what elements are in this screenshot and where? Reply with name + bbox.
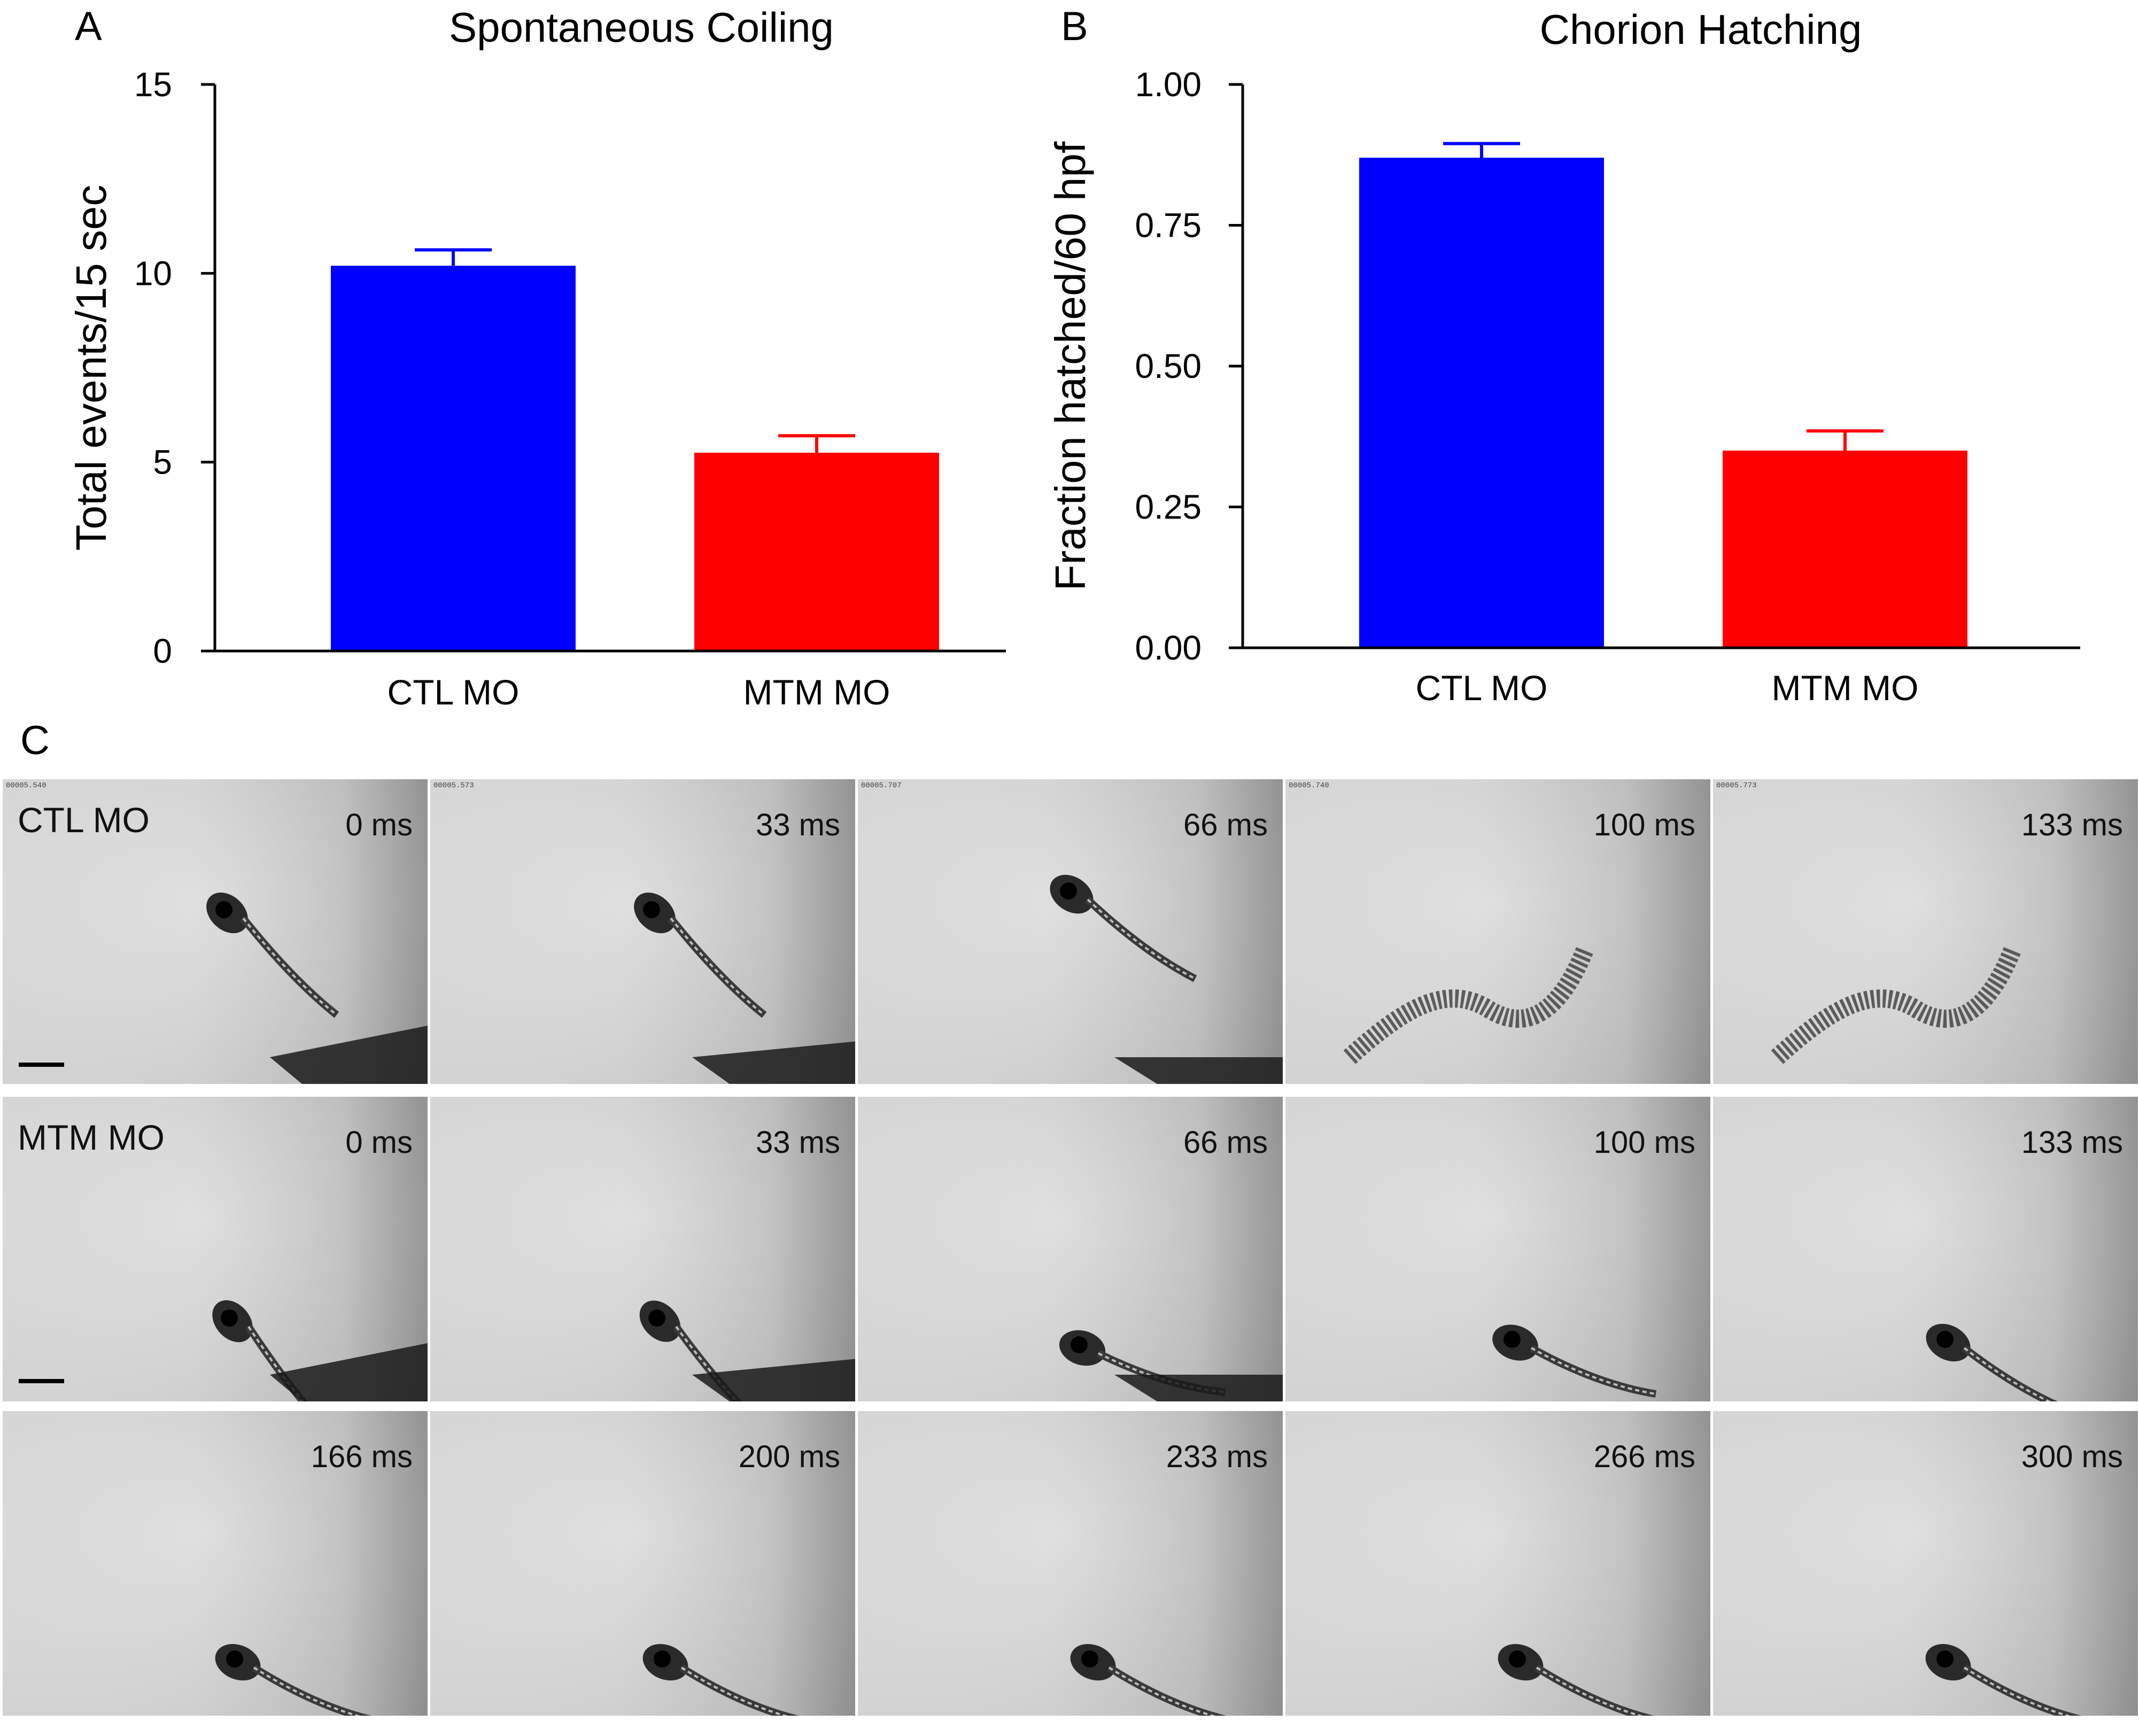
frame-time-label: 0 ms [345, 1125, 413, 1160]
video-frame: 133 ms 00005.773 [1713, 779, 2138, 1084]
y-tick-label: 15 [134, 65, 172, 104]
x-tick-label: CTL MO [387, 672, 520, 712]
frame-time-label: 133 ms [2021, 1125, 2123, 1160]
scale-bar [19, 1063, 64, 1067]
frame-timestamp: 00005.540 [6, 781, 46, 790]
zebrafish-larva-image [639, 1300, 855, 1401]
video-frame: 0 ms 00005.540 CTL MO [3, 779, 428, 1084]
y-axis-label: Total events/15 sec [67, 185, 115, 551]
x-tick-label: MTM MO [1772, 668, 1919, 708]
video-frame: 33 ms 00005.573 [430, 779, 855, 1084]
video-frame: 0 ms MTM MO [3, 1097, 428, 1401]
frame-time-label: 233 ms [1166, 1439, 1268, 1474]
frame-time-label: 200 ms [738, 1439, 840, 1474]
y-axis-label: Fraction hatched/60 hpf [1047, 141, 1094, 591]
zebrafish-larva-image [1498, 1644, 1655, 1716]
zebrafish-larva-image [1925, 1644, 2082, 1716]
panel-letter-b: B [1061, 4, 1088, 49]
y-tick-label: 0 [153, 632, 172, 670]
zebrafish-larva-image [1343, 947, 1593, 1064]
zebrafish-larva-image [1926, 1323, 2058, 1401]
y-tick-label: 10 [134, 254, 172, 292]
bar-mtm-mo [1723, 451, 1967, 648]
frame-time-label: 300 ms [2021, 1439, 2123, 1474]
bar-mtm-mo [694, 453, 939, 651]
video-frame: 166 ms [3, 1411, 428, 1716]
scale-bar [19, 1379, 64, 1383]
frame-time-label: 33 ms [756, 1125, 840, 1160]
video-frame: 133 ms [1713, 1097, 2138, 1401]
video-frame: 233 ms [858, 1411, 1283, 1716]
y-tick-label: 0.25 [1135, 488, 1202, 526]
video-frame: 300 ms [1713, 1411, 2138, 1716]
zebrafish-larva-image [1070, 1644, 1227, 1716]
y-tick-label: 5 [153, 443, 172, 482]
frame-time-label: 100 ms [1593, 1125, 1695, 1160]
y-tick-label: 0.75 [1135, 206, 1202, 245]
x-tick-label: CTL MO [1416, 668, 1548, 708]
video-frame: 100 ms 00005.740 [1285, 779, 1710, 1084]
zebrafish-larva-image [206, 892, 428, 1084]
video-frame: 100 ms [1285, 1097, 1710, 1401]
video-frame: 33 ms [430, 1097, 855, 1401]
zebrafish-larva-image [215, 1644, 372, 1716]
video-frame: 266 ms [1285, 1411, 1710, 1716]
zebrafish-larva-image [1059, 1330, 1283, 1401]
bar-ctl-mo [331, 266, 576, 651]
zebrafish-larva-image [212, 1300, 428, 1401]
y-tick-label: 0.00 [1135, 629, 1202, 667]
frame-time-label: 133 ms [2021, 808, 2123, 842]
chart-title: Spontaneous Coiling [449, 4, 834, 51]
frame-time-label: 33 ms [756, 808, 840, 842]
panel-letter-c: C [20, 718, 50, 763]
zebrafish-larva-image [1771, 947, 2021, 1064]
frame-time-label: 100 ms [1593, 808, 1695, 842]
frame-time-label: 0 ms [345, 808, 413, 842]
zebrafish-larva-image [642, 1644, 800, 1716]
frame-timestamp: 00005.573 [433, 781, 474, 790]
video-frame: 66 ms 00005.707 [858, 779, 1283, 1084]
zebrafish-larva-image [1050, 874, 1283, 1084]
group-label: MTM MO [18, 1118, 165, 1157]
group-label: CTL MO [18, 800, 150, 840]
frame-time-label: 166 ms [311, 1439, 413, 1474]
zebrafish-larva-image [634, 892, 855, 1084]
y-tick-label: 1.00 [1135, 65, 1202, 104]
chart-title: Chorion Hatching [1540, 6, 1862, 53]
frame-time-label: 66 ms [1183, 808, 1268, 842]
frame-timestamp: 00005.740 [1289, 781, 1329, 790]
panel-letter-a: A [75, 4, 102, 49]
frame-timestamp: 00005.773 [1716, 781, 1757, 790]
zebrafish-larva-image [1492, 1324, 1657, 1398]
video-frame: 66 ms [858, 1097, 1283, 1401]
frame-timestamp: 00005.707 [861, 781, 902, 790]
bar-ctl-mo [1359, 158, 1604, 648]
chart-a: Spontaneous Coiling Total events/15 sec CT… [67, 4, 1006, 712]
frame-time-label: 266 ms [1593, 1439, 1695, 1474]
chart-b: Chorion Hatching Fraction hatched/60 hpf C… [1047, 6, 2080, 708]
frame-time-label: 66 ms [1183, 1125, 1268, 1160]
video-frame: 200 ms [430, 1411, 855, 1716]
y-tick-label: 0.50 [1135, 347, 1202, 385]
x-tick-label: MTM MO [743, 672, 890, 712]
